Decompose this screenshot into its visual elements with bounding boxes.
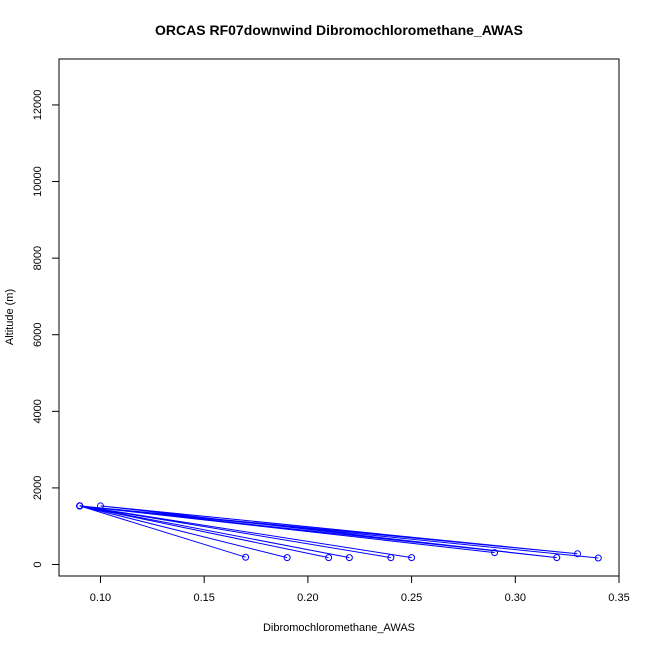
data-point <box>408 554 416 562</box>
series-points <box>76 502 602 562</box>
x-tick-label: 0.25 <box>401 592 422 604</box>
x-tick-label: 0.20 <box>297 592 318 604</box>
chart-title: ORCAS RF07downwind Dibromochloromethane_… <box>155 22 523 38</box>
data-point <box>491 549 499 557</box>
data-point <box>325 554 333 562</box>
y-tick-label: 0 <box>32 561 44 567</box>
data-point <box>76 502 84 510</box>
data-point <box>387 554 395 562</box>
data-point <box>242 553 250 561</box>
x-axis-label: Dibromochloromethane_AWAS <box>263 622 415 634</box>
data-point <box>553 554 561 562</box>
series-line <box>79 505 599 559</box>
data-point <box>594 554 602 562</box>
y-tick-label: 8000 <box>32 246 44 270</box>
data-point <box>345 554 353 562</box>
y-tick-label: 4000 <box>32 399 44 423</box>
x-tick-label: 0.15 <box>193 592 214 604</box>
x-tick-label: 0.30 <box>505 592 526 604</box>
x-tick-label: 0.10 <box>90 592 111 604</box>
y-tick-label: 12000 <box>32 90 44 121</box>
y-axis: 0 2000 4000 6000 8000 10000 12000 <box>32 90 59 568</box>
x-axis: 0.10 0.15 0.20 0.25 0.30 0.35 <box>90 576 630 604</box>
series-lines <box>79 505 599 559</box>
y-tick-label: 6000 <box>32 322 44 346</box>
plot-frame <box>58 58 620 577</box>
y-tick-label: 10000 <box>32 166 44 197</box>
x-tick-label: 0.35 <box>608 592 629 604</box>
data-point <box>283 554 291 562</box>
data-point <box>96 502 104 510</box>
y-axis-label: Altitude (m) <box>4 289 16 345</box>
y-tick-label: 2000 <box>32 476 44 500</box>
data-point <box>574 550 582 558</box>
